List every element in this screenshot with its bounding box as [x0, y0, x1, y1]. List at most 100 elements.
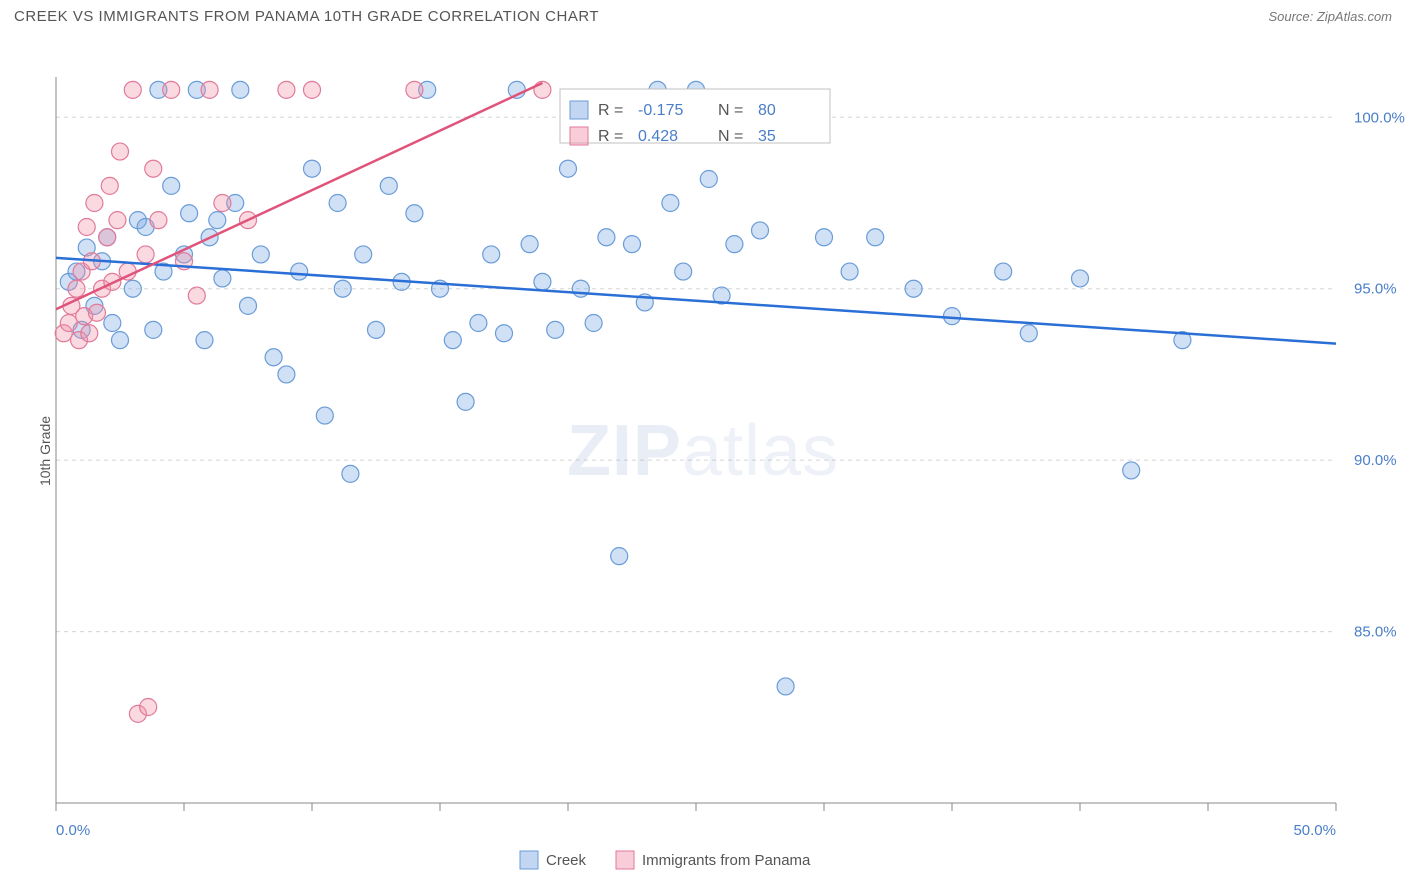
data-point — [496, 325, 513, 342]
data-point — [232, 81, 249, 98]
data-point — [112, 332, 129, 349]
scatter-chart: 85.0% 90.0% 95.0% 100.0% 0.0% 50.0% R = -0.175 N… — [0, 31, 1406, 871]
data-point — [60, 315, 77, 332]
data-point — [944, 308, 961, 325]
svg-text:90.0%: 90.0% — [1354, 452, 1397, 469]
data-point — [196, 332, 213, 349]
data-point — [624, 236, 641, 253]
data-point — [342, 465, 359, 482]
svg-text:0.428: 0.428 — [638, 128, 678, 145]
legend-swatch — [616, 851, 634, 869]
svg-text:100.0%: 100.0% — [1354, 109, 1405, 126]
data-point — [1020, 325, 1037, 342]
svg-text:N =: N = — [718, 128, 743, 145]
data-point — [316, 407, 333, 424]
chart-title: CREEK VS IMMIGRANTS FROM PANAMA 10TH GRA… — [14, 8, 599, 25]
legend-swatch — [570, 101, 588, 119]
data-point — [304, 160, 321, 177]
data-point — [86, 195, 103, 212]
legend-label: Immigrants from Panama — [642, 852, 811, 869]
data-point — [252, 246, 269, 263]
data-point — [163, 81, 180, 98]
svg-text:R =: R = — [598, 102, 623, 119]
data-point — [304, 81, 321, 98]
data-point — [598, 229, 615, 246]
data-point — [188, 287, 205, 304]
data-point — [334, 280, 351, 297]
legend-swatch — [520, 851, 538, 869]
data-point — [406, 81, 423, 98]
data-point — [329, 195, 346, 212]
data-point — [726, 236, 743, 253]
svg-text:35: 35 — [758, 128, 776, 145]
data-point — [112, 143, 129, 160]
data-point — [380, 177, 397, 194]
data-point — [406, 205, 423, 222]
data-point — [841, 263, 858, 280]
data-point — [752, 222, 769, 239]
data-point — [444, 332, 461, 349]
data-point — [278, 366, 295, 383]
svg-text:95.0%: 95.0% — [1354, 281, 1397, 298]
data-point — [483, 246, 500, 263]
data-point — [99, 229, 116, 246]
data-point — [547, 321, 564, 338]
svg-text:85.0%: 85.0% — [1354, 624, 1397, 641]
data-point — [1072, 270, 1089, 287]
svg-text:50.0%: 50.0% — [1293, 822, 1336, 839]
data-point — [124, 280, 141, 297]
data-point — [534, 273, 551, 290]
data-point — [201, 81, 218, 98]
data-point — [145, 160, 162, 177]
data-point — [88, 304, 105, 321]
data-point — [137, 246, 154, 263]
data-point — [78, 219, 95, 236]
data-point — [145, 321, 162, 338]
legend-label: Creek — [546, 852, 587, 869]
svg-text:N =: N = — [718, 102, 743, 119]
data-point — [278, 81, 295, 98]
data-point — [140, 699, 157, 716]
data-point — [163, 177, 180, 194]
data-point — [240, 297, 257, 314]
data-point — [214, 195, 231, 212]
data-point — [777, 678, 794, 695]
chart-area: 10th Grade ZIPatlas 85.0%90.0%95.0%100.0… — [0, 31, 1406, 871]
data-point — [109, 212, 126, 229]
data-point — [1123, 462, 1140, 479]
data-point — [585, 315, 602, 332]
data-point — [291, 263, 308, 280]
data-point — [560, 160, 577, 177]
data-point — [700, 171, 717, 188]
data-point — [368, 321, 385, 338]
data-point — [214, 270, 231, 287]
data-point — [675, 263, 692, 280]
data-point — [124, 81, 141, 98]
data-point — [867, 229, 884, 246]
svg-text:R =: R = — [598, 128, 623, 145]
svg-text:0.0%: 0.0% — [56, 822, 90, 839]
data-point — [905, 280, 922, 297]
data-point — [572, 280, 589, 297]
y-axis-label: 10th Grade — [37, 416, 53, 486]
data-point — [68, 280, 85, 297]
data-point — [81, 325, 98, 342]
data-point — [611, 548, 628, 565]
svg-text:80: 80 — [758, 102, 776, 119]
data-point — [470, 315, 487, 332]
data-point — [181, 205, 198, 222]
data-point — [995, 263, 1012, 280]
data-point — [662, 195, 679, 212]
data-point — [457, 393, 474, 410]
data-point — [209, 212, 226, 229]
svg-text:-0.175: -0.175 — [638, 102, 683, 119]
data-point — [355, 246, 372, 263]
data-point — [104, 315, 121, 332]
source-attribution: Source: ZipAtlas.com — [1268, 9, 1392, 24]
data-point — [150, 212, 167, 229]
data-point — [265, 349, 282, 366]
legend-swatch — [570, 127, 588, 145]
data-point — [101, 177, 118, 194]
data-point — [521, 236, 538, 253]
data-point — [816, 229, 833, 246]
